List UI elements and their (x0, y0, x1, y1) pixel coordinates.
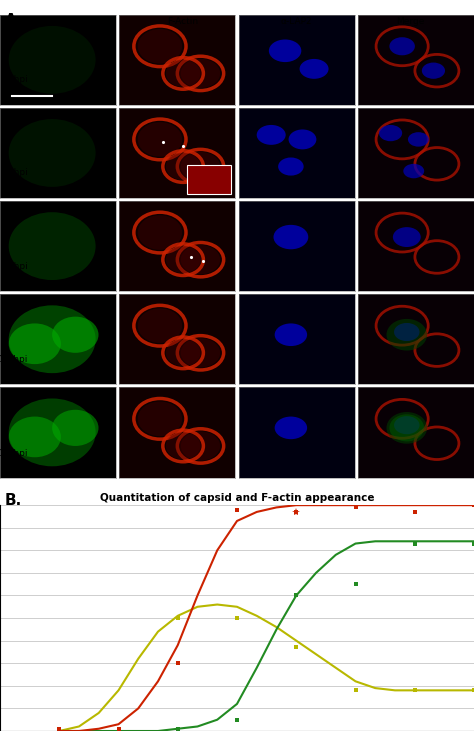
Text: B.: B. (5, 493, 22, 509)
Ellipse shape (408, 132, 429, 147)
Text: 9 hpi: 9 hpi (5, 262, 27, 270)
Text: F-Actin: F-Actin (167, 17, 198, 26)
Ellipse shape (393, 227, 421, 247)
Ellipse shape (166, 153, 201, 180)
Ellipse shape (257, 125, 286, 145)
Ellipse shape (181, 152, 220, 181)
Ellipse shape (138, 122, 182, 156)
Ellipse shape (52, 317, 99, 353)
Text: A.: A. (5, 13, 22, 29)
Ellipse shape (166, 339, 201, 366)
Text: GFP-VP26: GFP-VP26 (43, 17, 85, 26)
Ellipse shape (9, 212, 96, 280)
Ellipse shape (9, 398, 96, 466)
Ellipse shape (394, 416, 419, 434)
Text: 15 hpi: 15 hpi (0, 449, 27, 458)
Ellipse shape (138, 401, 182, 436)
Ellipse shape (9, 119, 96, 187)
Ellipse shape (9, 417, 61, 458)
Text: 3 hpi: 3 hpi (5, 75, 27, 83)
Ellipse shape (390, 414, 424, 442)
Ellipse shape (289, 129, 316, 149)
Ellipse shape (274, 323, 307, 346)
FancyBboxPatch shape (187, 164, 231, 194)
Ellipse shape (181, 58, 220, 88)
Ellipse shape (278, 157, 304, 175)
Ellipse shape (9, 306, 96, 373)
Ellipse shape (181, 431, 220, 461)
Ellipse shape (166, 433, 201, 459)
Text: α-LAP2: α-LAP2 (281, 17, 312, 26)
Ellipse shape (394, 323, 419, 341)
Ellipse shape (138, 308, 182, 343)
Ellipse shape (403, 164, 424, 178)
Ellipse shape (386, 412, 427, 444)
Ellipse shape (390, 37, 415, 56)
Ellipse shape (138, 29, 182, 64)
Text: 12 hpi: 12 hpi (0, 355, 27, 364)
Ellipse shape (138, 215, 182, 250)
Ellipse shape (181, 245, 220, 274)
Ellipse shape (9, 26, 96, 94)
Ellipse shape (166, 246, 201, 273)
Ellipse shape (9, 323, 61, 364)
Ellipse shape (52, 410, 99, 446)
Ellipse shape (181, 338, 220, 368)
Ellipse shape (166, 60, 201, 87)
Title: Quantitation of capsid and F-actin appearance: Quantitation of capsid and F-actin appea… (100, 493, 374, 503)
Ellipse shape (274, 417, 307, 439)
Text: Merge: Merge (396, 17, 424, 26)
Ellipse shape (422, 63, 445, 79)
Ellipse shape (300, 59, 328, 79)
Ellipse shape (379, 125, 402, 141)
Ellipse shape (386, 319, 427, 351)
Ellipse shape (273, 225, 308, 249)
Ellipse shape (269, 39, 301, 62)
Text: 6 hpi: 6 hpi (5, 168, 27, 177)
